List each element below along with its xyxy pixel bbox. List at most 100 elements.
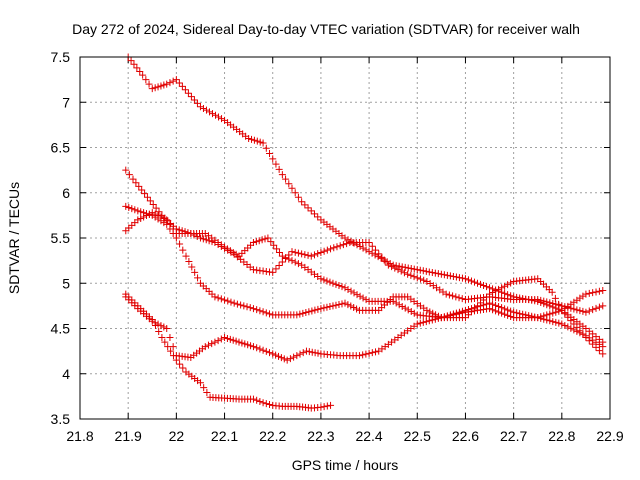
data-point <box>138 186 146 194</box>
data-point <box>304 204 312 212</box>
data-point <box>193 232 201 240</box>
data-point <box>567 304 575 312</box>
data-point <box>537 296 545 304</box>
data-point <box>501 310 509 318</box>
data-point <box>266 349 274 357</box>
data-point <box>458 309 466 317</box>
data-point <box>249 343 257 351</box>
data-point <box>504 281 512 289</box>
data-point <box>341 299 349 307</box>
data-point <box>204 341 212 349</box>
data-point <box>275 165 283 173</box>
data-point <box>540 315 548 323</box>
y-tick-label: 6.5 <box>51 140 71 156</box>
data-point <box>148 209 156 217</box>
data-point <box>304 251 312 259</box>
data-point <box>160 323 168 331</box>
data-point <box>570 320 578 328</box>
data-point <box>280 355 288 363</box>
data-point <box>449 311 457 319</box>
data-point <box>282 175 290 183</box>
data-point <box>555 301 563 309</box>
data-point <box>391 264 399 272</box>
data-point <box>311 349 319 357</box>
data-point <box>395 301 403 309</box>
data-point <box>258 236 266 244</box>
data-point <box>317 403 325 411</box>
data-point <box>585 289 593 297</box>
data-point <box>272 265 280 273</box>
data-point <box>314 349 322 357</box>
data-point <box>576 307 584 315</box>
data-point <box>400 269 408 277</box>
data-point <box>151 321 159 329</box>
data-point <box>224 297 232 305</box>
data-point <box>288 184 296 192</box>
data-point <box>573 306 581 314</box>
data-point <box>404 270 412 278</box>
data-point <box>341 284 349 292</box>
x-tick-label: 22.7 <box>500 428 527 444</box>
data-point <box>167 347 175 355</box>
data-point <box>599 302 607 310</box>
data-point <box>163 80 171 88</box>
data-point <box>262 309 270 317</box>
data-point <box>582 290 590 298</box>
data-point <box>185 258 193 266</box>
data-point <box>259 308 267 316</box>
data-point <box>131 299 139 307</box>
data-point <box>375 250 383 258</box>
data-point <box>145 80 153 88</box>
data-point <box>388 263 396 271</box>
data-point <box>205 108 213 116</box>
data-point <box>419 318 427 326</box>
data-point <box>122 202 130 210</box>
series-track-6 <box>122 290 335 412</box>
data-point <box>282 255 290 263</box>
data-point <box>377 254 385 262</box>
data-point <box>217 295 225 303</box>
data-point <box>398 263 406 271</box>
data-point <box>333 243 341 251</box>
data-point <box>398 302 406 310</box>
data-point <box>134 207 142 215</box>
data-point <box>314 305 322 313</box>
data-point <box>208 340 216 348</box>
data-point <box>243 303 251 311</box>
data-point <box>223 334 231 342</box>
data-point <box>155 208 163 216</box>
data-point <box>353 305 361 313</box>
data-point <box>196 103 204 111</box>
series-layer <box>122 53 607 412</box>
data-point <box>221 296 229 304</box>
y-tick-labels: 3.5 4 4.5 5 5.5 6 6.5 7 7.5 <box>51 49 71 427</box>
data-point <box>310 251 318 259</box>
data-point <box>227 298 235 306</box>
data-point <box>317 275 325 283</box>
data-point <box>143 193 151 201</box>
data-point <box>166 79 174 87</box>
data-point <box>142 212 150 220</box>
data-point <box>179 246 187 254</box>
data-point <box>317 248 325 256</box>
data-point <box>196 379 204 387</box>
data-point <box>249 239 257 247</box>
plot-frame <box>79 56 611 420</box>
data-point <box>362 350 370 358</box>
data-point <box>158 334 166 342</box>
data-point <box>564 323 572 331</box>
data-point <box>137 214 145 222</box>
data-point <box>329 302 337 310</box>
data-point <box>194 274 202 282</box>
data-point <box>434 314 442 322</box>
data-point <box>455 294 463 302</box>
data-point <box>362 296 370 304</box>
data-point <box>269 155 277 163</box>
x-tick-label: 22.4 <box>355 428 382 444</box>
data-point <box>264 234 272 242</box>
data-point <box>134 216 142 224</box>
data-point <box>190 96 198 104</box>
data-point <box>330 244 338 252</box>
data-point <box>449 292 457 300</box>
data-point <box>365 239 373 247</box>
